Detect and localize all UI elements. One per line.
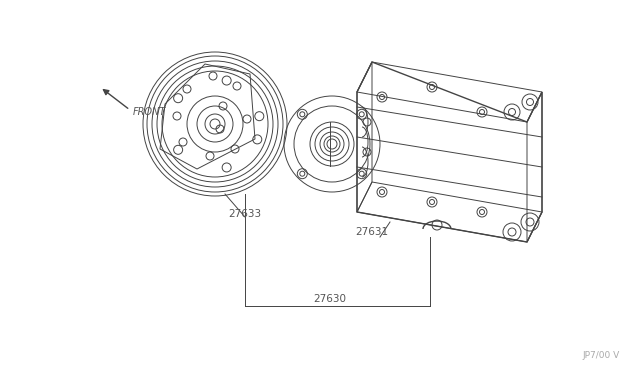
Text: FRONT: FRONT: [133, 107, 166, 117]
Text: 27631: 27631: [355, 227, 388, 237]
Text: 27630: 27630: [314, 294, 346, 304]
Text: JP7/00 V: JP7/00 V: [583, 351, 620, 360]
Text: 27633: 27633: [228, 209, 262, 219]
